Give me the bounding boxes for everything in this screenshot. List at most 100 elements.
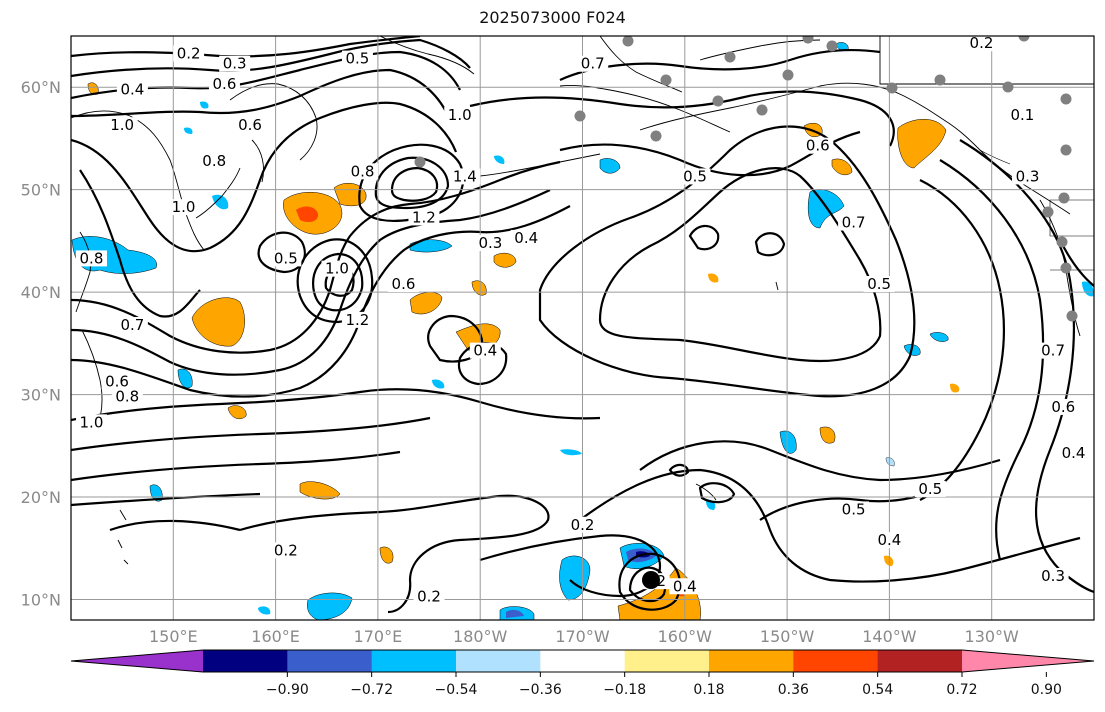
contour-line bbox=[469, 90, 895, 147]
colorbar-segment bbox=[793, 650, 879, 672]
contour-label: 0.5 bbox=[683, 167, 707, 185]
station-marker bbox=[886, 82, 898, 94]
contour-label-bg bbox=[469, 342, 501, 359]
contour-line bbox=[754, 232, 786, 257]
border-line bbox=[1049, 199, 1094, 237]
contour-label: 0.5 bbox=[842, 500, 866, 518]
contour-line bbox=[71, 416, 431, 452]
contour-label: 0.2 bbox=[970, 34, 994, 52]
axis-labels: 60°N 50°N 40°N 30°N 20°N 10°N 150°E 160°E 170°E 1… bbox=[21, 78, 1019, 646]
colorbar-segment bbox=[456, 650, 541, 672]
storm-center-marker bbox=[642, 571, 660, 589]
contour-label-bg bbox=[173, 45, 205, 62]
contour-label-bg bbox=[1012, 168, 1044, 185]
contour-label-bg bbox=[863, 276, 895, 293]
station-marker bbox=[782, 69, 794, 81]
negative-anomaly-region bbox=[929, 332, 949, 342]
contour-label-bg bbox=[341, 311, 373, 328]
contour-label-bg bbox=[75, 250, 107, 267]
contour-label-bg bbox=[116, 81, 148, 98]
positive-anomaly-region bbox=[409, 292, 443, 315]
contour-line bbox=[71, 160, 561, 354]
coastline bbox=[879, 36, 1094, 85]
positive-anomaly-region bbox=[897, 119, 947, 169]
contour-label-bg bbox=[208, 76, 240, 93]
contour-label-bg bbox=[669, 578, 701, 595]
contour-line bbox=[71, 50, 461, 100]
positive-anomaly-region bbox=[708, 273, 719, 283]
station-marker bbox=[1002, 81, 1014, 93]
negative-anomaly-region bbox=[494, 155, 505, 164]
contour-label-bg bbox=[1037, 568, 1069, 585]
lon-label: 150°E bbox=[149, 627, 198, 646]
contour-label: 0.4 bbox=[877, 531, 901, 549]
colorbar-tick-label: 0.18 bbox=[693, 682, 724, 698]
contour-label-bg bbox=[321, 260, 353, 277]
positive-anomaly-region bbox=[950, 383, 960, 393]
lon-label: 140°W bbox=[862, 627, 917, 646]
colorbar-tick-label: 0.36 bbox=[778, 682, 809, 698]
negative-anomaly-region bbox=[779, 430, 797, 454]
negative-anomaly-region bbox=[212, 194, 229, 210]
colorbar-tick-label: −0.36 bbox=[519, 682, 562, 698]
colorbar-tick-label: −0.90 bbox=[266, 682, 309, 698]
contour-label: 0.6 bbox=[105, 372, 129, 390]
colorbar-segment bbox=[877, 650, 963, 672]
contour-line bbox=[239, 494, 550, 614]
contour-label: 0.2 bbox=[274, 541, 298, 559]
contour-label: 1.0 bbox=[80, 413, 104, 431]
contour-label: 0.7 bbox=[120, 316, 144, 334]
contour-line bbox=[390, 166, 439, 202]
positive-anomaly-region bbox=[191, 297, 245, 347]
lon-label: 160°W bbox=[658, 627, 713, 646]
positive-anomaly-region bbox=[227, 405, 247, 419]
station-marker bbox=[414, 156, 426, 168]
colorbar-extend-high bbox=[962, 650, 1094, 672]
positive-anomaly-region bbox=[379, 546, 394, 564]
contour-line bbox=[71, 36, 421, 58]
contour-line bbox=[579, 468, 1081, 583]
contour-label-bg bbox=[198, 153, 230, 170]
contour-label-bg bbox=[965, 35, 997, 52]
positive-anomaly-region bbox=[299, 481, 341, 500]
contour-line bbox=[79, 169, 201, 318]
contour-label: 0.4 bbox=[473, 342, 497, 360]
coastline bbox=[775, 281, 779, 291]
lat-label: 10°N bbox=[21, 591, 61, 610]
station-marker bbox=[1058, 192, 1070, 204]
map-frame bbox=[70, 35, 1095, 621]
negative-anomaly-region bbox=[559, 555, 591, 601]
contour-line bbox=[698, 482, 736, 504]
lat-label: 40°N bbox=[21, 283, 61, 302]
contour-line bbox=[71, 68, 452, 121]
contour-label-bg bbox=[270, 250, 302, 267]
positive-anomaly-region bbox=[819, 426, 836, 444]
station-marker bbox=[802, 36, 814, 44]
contour-line bbox=[959, 139, 1094, 594]
negative-anomaly-region bbox=[177, 368, 193, 389]
contour-label-bg bbox=[1006, 106, 1038, 123]
lon-label: 160°E bbox=[251, 627, 300, 646]
negative-anomaly-region bbox=[307, 592, 353, 620]
contour-label: 0.4 bbox=[120, 80, 144, 98]
colorbar-segment bbox=[540, 650, 626, 672]
contour-label-bg bbox=[474, 235, 506, 252]
contour-label: 0.2 bbox=[417, 588, 441, 606]
contour-label-bg bbox=[234, 117, 266, 134]
contour-label-bg bbox=[510, 229, 542, 246]
contour-label-bg bbox=[75, 414, 107, 431]
contour-label: 0.7 bbox=[1041, 342, 1065, 360]
negative-anomaly-region bbox=[560, 449, 582, 456]
contour-line bbox=[71, 450, 401, 482]
colorbar-segment bbox=[624, 650, 710, 672]
colorbar-extend-low bbox=[71, 650, 203, 672]
contour-line bbox=[688, 224, 720, 251]
station-marker bbox=[622, 36, 634, 47]
contour-label-bg bbox=[101, 373, 133, 390]
contour-label: 1.2 bbox=[346, 311, 370, 329]
positive-anomaly-region bbox=[884, 555, 894, 566]
contour-line bbox=[109, 519, 241, 532]
coastline bbox=[699, 39, 821, 61]
contour-label: 0.8 bbox=[80, 249, 104, 267]
contour-label: 0.6 bbox=[213, 75, 237, 93]
